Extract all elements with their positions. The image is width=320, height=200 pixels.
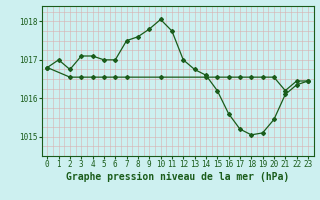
- X-axis label: Graphe pression niveau de la mer (hPa): Graphe pression niveau de la mer (hPa): [66, 172, 289, 182]
